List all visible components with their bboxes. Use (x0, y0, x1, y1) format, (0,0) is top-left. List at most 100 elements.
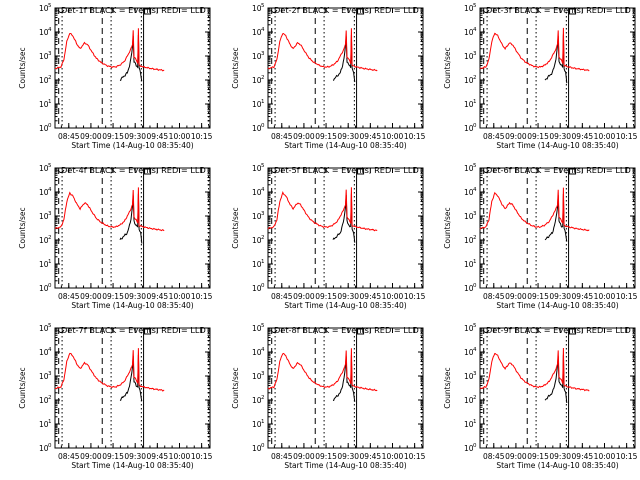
y-tick-exponent: 2 (473, 75, 477, 81)
x-tick-label: 10:00 (594, 132, 616, 141)
y-tick-label: 10 (39, 324, 49, 333)
marker-box (357, 168, 365, 175)
y-tick-exponent: 0 (473, 443, 477, 449)
y-tick-exponent: 0 (48, 443, 52, 449)
x-tick-label: 09:30 (549, 132, 571, 141)
x-tick-label: 09:15 (527, 452, 549, 461)
y-tick-label: 10 (39, 76, 49, 85)
x-tick-label: 09:45 (360, 292, 382, 301)
marker-box (144, 8, 152, 15)
y-axis-label: Counts/sec (443, 47, 452, 88)
y-tick-label: 10 (464, 76, 474, 85)
y-tick-exponent: 1 (261, 259, 265, 265)
x-axis-label: Start Time (14-Aug-10 08:35:40) (284, 301, 406, 310)
y-tick-label: 10 (464, 260, 474, 269)
chart-title: Det-5f BLACK = Events, RED = LLD (274, 165, 419, 175)
x-tick-label: 08:45 (58, 132, 80, 141)
x-tick-label: 10:00 (169, 452, 191, 461)
x-tick-label: 10:15 (191, 132, 213, 141)
y-tick-label: 10 (252, 260, 262, 269)
marker-box (357, 8, 365, 15)
y-tick-exponent: 1 (473, 259, 477, 265)
y-tick-exponent: 2 (261, 235, 265, 241)
x-tick-label: 08:45 (483, 132, 505, 141)
chart-title: Det-8f BLACK = Events, RED = LLD (274, 325, 419, 335)
y-axis-label: Counts/sec (231, 207, 240, 248)
y-tick-exponent: 4 (473, 187, 477, 193)
y-tick-exponent: 1 (261, 419, 265, 425)
y-tick-label: 10 (252, 348, 262, 357)
y-tick-exponent: 5 (48, 163, 52, 169)
y-tick-label: 10 (464, 28, 474, 37)
y-tick-label: 10 (464, 164, 474, 173)
y-tick-label: 10 (464, 396, 474, 405)
y-tick-label: 10 (464, 284, 474, 293)
y-tick-label: 10 (464, 236, 474, 245)
x-tick-label: 09:45 (360, 132, 382, 141)
chart-title: Det-6f BLACK = Events, RED = LLD (486, 165, 631, 175)
y-tick-exponent: 3 (48, 371, 52, 377)
y-tick-exponent: 2 (48, 75, 52, 81)
plot-frame (54, 167, 211, 289)
y-tick-label: 10 (39, 212, 49, 221)
y-axis-label: Counts/sec (18, 367, 27, 408)
series-lld-line (267, 348, 378, 392)
x-tick-label: 09:00 (80, 292, 102, 301)
marker-arc (57, 329, 65, 333)
y-tick-exponent: 0 (261, 443, 265, 449)
x-tick-label: 09:45 (360, 452, 382, 461)
y-tick-exponent: 0 (261, 123, 265, 129)
x-tick-label: 10:15 (404, 452, 426, 461)
x-tick-label: 10:00 (169, 132, 191, 141)
plot-frame (267, 167, 424, 289)
y-tick-label: 10 (252, 164, 262, 173)
y-tick-exponent: 0 (473, 283, 477, 289)
x-tick-label: 09:15 (102, 132, 124, 141)
y-tick-exponent: 4 (261, 187, 265, 193)
x-tick-label: 10:15 (616, 292, 638, 301)
y-tick-label: 10 (252, 212, 262, 221)
y-tick-exponent: 4 (48, 27, 52, 33)
x-tick-label: 09:00 (293, 132, 315, 141)
y-axis-label: Counts/sec (443, 207, 452, 248)
chart-title: Det-3f BLACK = Events, RED = LLD (486, 5, 631, 15)
y-tick-label: 10 (39, 164, 49, 173)
y-axis-label: Counts/sec (443, 367, 452, 408)
x-tick-label: 08:45 (271, 452, 293, 461)
y-tick-label: 10 (252, 4, 262, 13)
y-tick-label: 10 (464, 4, 474, 13)
x-tick-label: 10:00 (382, 132, 404, 141)
y-tick-label: 10 (252, 52, 262, 61)
series-lld-line (479, 187, 590, 232)
y-tick-exponent: 5 (261, 163, 265, 169)
x-tick-label: 10:00 (594, 292, 616, 301)
y-tick-exponent: 0 (48, 123, 52, 129)
y-tick-label: 10 (39, 444, 49, 453)
y-tick-label: 10 (252, 444, 262, 453)
y-tick-exponent: 1 (48, 259, 52, 265)
y-tick-label: 10 (39, 188, 49, 197)
series-lld-line (54, 348, 165, 392)
y-tick-exponent: 3 (48, 51, 52, 57)
y-tick-exponent: 0 (48, 283, 52, 289)
plot-frame (479, 7, 636, 129)
plot-frame (267, 327, 424, 449)
y-tick-exponent: 0 (473, 123, 477, 129)
x-axis-label: Start Time (14-Aug-10 08:35:40) (496, 141, 618, 150)
plot-frame (54, 327, 211, 449)
x-tick-label: 09:30 (549, 452, 571, 461)
x-tick-label: 10:00 (594, 452, 616, 461)
y-tick-exponent: 5 (48, 3, 52, 9)
series-lld-line (479, 347, 590, 392)
y-tick-exponent: 1 (261, 99, 265, 105)
x-tick-label: 10:15 (616, 132, 638, 141)
x-tick-label: 08:45 (271, 132, 293, 141)
x-tick-label: 09:45 (147, 452, 169, 461)
y-tick-exponent: 3 (261, 371, 265, 377)
x-axis-label: Start Time (14-Aug-10 08:35:40) (71, 141, 193, 150)
marker-box (144, 168, 152, 175)
